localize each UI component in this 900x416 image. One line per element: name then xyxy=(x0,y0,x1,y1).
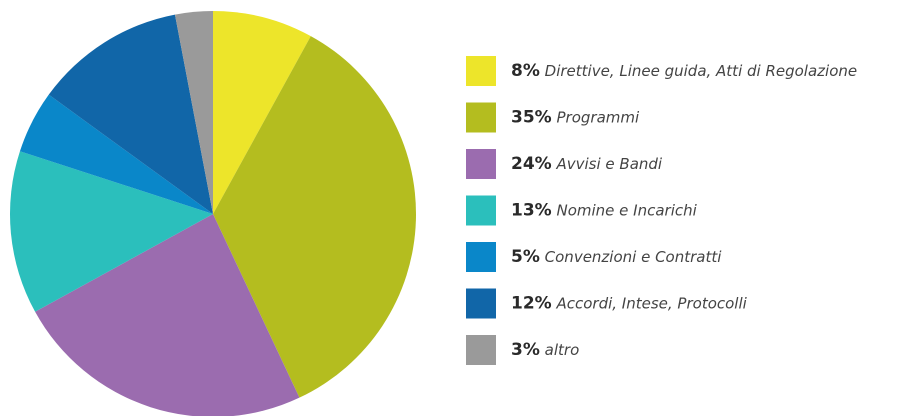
legend-value: 35% xyxy=(511,108,552,128)
legend-label: Programmi xyxy=(556,108,639,126)
pie-slice xyxy=(174,11,213,214)
legend-label: Accordi, Intese, Protocolli xyxy=(555,294,747,312)
legend-label: Convenzioni e Contratti xyxy=(545,248,723,266)
pie-slice xyxy=(35,214,300,416)
legend-swatch xyxy=(466,102,496,133)
legend-swatch xyxy=(466,149,496,179)
legend-label: Avvisi e Bandi xyxy=(555,155,662,173)
legend-swatch xyxy=(466,195,496,226)
pie-slice xyxy=(213,36,416,398)
legend-swatch xyxy=(466,288,496,319)
legend-value: 8% xyxy=(511,61,540,81)
legend-label: Direttive, Linee guida, Atti di Regolazi… xyxy=(545,62,857,80)
legend-value: 13% xyxy=(511,201,552,221)
legend-label: altro xyxy=(545,341,580,359)
legend-value: 12% xyxy=(511,294,552,314)
legend-entry: 24% Avvisi e Bandi xyxy=(511,154,663,174)
pie-slice xyxy=(48,14,214,214)
legend-swatch xyxy=(466,335,496,365)
legend-swatch xyxy=(466,56,496,86)
pie-slice xyxy=(213,11,311,214)
pie-slice xyxy=(19,94,213,214)
legend-entry: 13% Nomine e Incarichi xyxy=(511,201,698,221)
legend-value: 3% xyxy=(511,340,540,360)
legend-entry: 3% altro xyxy=(511,340,579,360)
legend-entry: 35% Programmi xyxy=(511,108,640,128)
legend-label: Nomine e Incarichi xyxy=(556,201,697,219)
legend-entry: 8% Direttive, Linee guida, Atti di Regol… xyxy=(511,61,857,81)
legend-entry: 12% Accordi, Intese, Protocolli xyxy=(511,294,748,314)
legend-swatch xyxy=(466,242,496,272)
pie-slice xyxy=(10,151,214,312)
legend-value: 24% xyxy=(511,154,552,174)
legend-value: 5% xyxy=(511,247,540,267)
legend-entry: 5% Convenzioni e Contratti xyxy=(511,247,722,267)
